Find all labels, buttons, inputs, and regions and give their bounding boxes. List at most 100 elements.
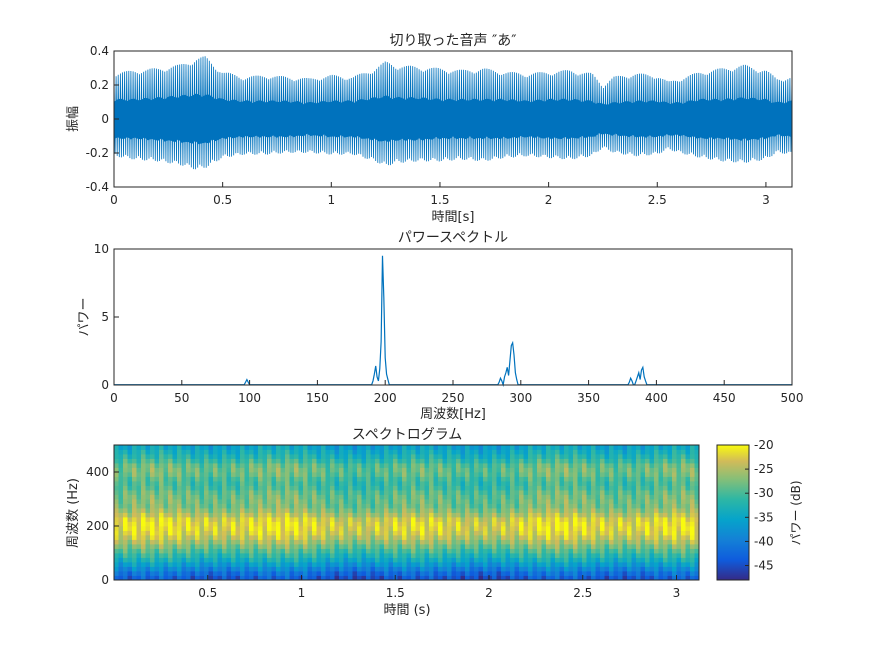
spectrogram-cell [591,485,596,491]
spectrogram-cell [177,445,182,450]
spectrogram-cell [352,463,358,468]
spectrogram-cell [645,481,650,486]
spectrogram-cell [285,481,290,486]
spectrogram-cell [222,499,227,504]
spectrogram-cell [190,481,196,486]
spectrogram-cell [141,449,146,455]
spectrogram-cell [429,548,434,554]
spectrogram-cell [622,458,628,464]
spectrogram-cell [276,485,281,491]
spectrogram-cell [609,494,614,500]
spectrogram-cell [307,503,313,509]
spectrogram-cell [460,517,466,522]
spectrogram-cell [415,490,421,495]
spectrogram-cell [294,449,299,455]
spectrogram-cell [690,562,695,567]
spectrogram-cell [433,458,439,464]
spectrogram-cell [496,526,502,531]
spectrogram-cell [388,472,394,477]
spectrogram-cell [514,521,520,527]
spectrogram-cell [631,539,637,545]
spectrogram-cell [361,544,367,549]
spectrum-plot-area [114,255,792,388]
spectrogram-cell [204,562,209,567]
spectrogram-cell [379,490,385,495]
spectrogram-cell [114,544,119,549]
spectrogram-cell [640,517,646,522]
spectrogram-cell [487,512,493,518]
spectrogram-cell [244,481,250,486]
spectrogram-cell [573,503,578,509]
spectrogram-cell [627,530,632,536]
spectrogram-cell [303,517,308,522]
spectrogram-cell [577,553,583,558]
spectrogram-cell [294,494,299,500]
spectrogram-cell [456,472,461,477]
spectrogram-cell [289,530,295,536]
spectrogram-cell [370,508,376,513]
spectrogram-cell [451,472,457,477]
spectrogram-cell [384,454,389,459]
spectrogram-cell [555,517,560,522]
spectrogram-cell [523,445,529,450]
spectrogram-cell [352,503,358,509]
spectrogram-cell [154,499,160,504]
spectrogram-cell [199,575,205,581]
spectrogram-cell [406,476,412,482]
spectrogram-cell [231,530,236,536]
spectrogram-cell [271,445,277,450]
spectrogram-cell [474,539,479,545]
spectrogram-cell [568,508,574,513]
spectrogram-cell [150,566,155,572]
spectrogram-cell [654,499,659,504]
spectrogram-cell [343,539,349,545]
spectrogram-cell [433,548,439,554]
spectrogram-cell [190,494,196,500]
spectrogram-cell [132,472,137,477]
spectrogram-cell [249,566,254,572]
spectrogram-cell [690,485,695,491]
spectrogram-cell [141,539,146,545]
spectrogram-cell [145,521,151,527]
spectrogram-cell [604,535,610,540]
spectrogram-cell [262,521,268,527]
spectrogram-cell [478,508,484,513]
spectrogram-cell [528,508,533,513]
spectrogram-cell [388,557,394,563]
spectrogram-cell [136,467,142,473]
spectrogram-cell [123,517,128,522]
spectrogram-cell [528,445,533,450]
spectrogram-cell [352,539,358,545]
spectrogram-cell [478,566,484,572]
spectrogram-cell [339,530,344,536]
spectrogram-cell [519,481,524,486]
spectrogram-cell [154,562,160,567]
spectrogram-cell [492,499,497,504]
spectrogram-cell [591,490,596,495]
spectrogram-cell [177,454,182,459]
spectrogram-cell [348,562,353,567]
spectrogram-cell [289,494,295,500]
spectrogram-cell [564,526,569,531]
spectrogram-cell [424,539,430,545]
spectrogram-cell [627,503,632,509]
spectrogram-cell [357,553,362,558]
spectrogram-cell [294,490,299,495]
spectrogram-cell [442,485,448,491]
spectrogram-cell [163,562,169,567]
spectrogram-cell [456,535,461,540]
spectrogram-cell [591,458,596,464]
spectrogram-cell [433,485,439,491]
spectrogram-cell [172,544,178,549]
spectrogram-cell [469,539,475,545]
spectrogram-cell [487,517,493,522]
spectrogram-cell [447,562,452,567]
spectrogram-cell [465,575,470,581]
spectrogram-cell [289,571,295,576]
spectrogram-cell [537,562,542,567]
spectrogram-cell [352,512,358,518]
spectrogram-cell [465,445,470,450]
spectrogram-cell [586,548,592,554]
spectrogram-cell [334,476,340,482]
spectrogram-cell [388,512,394,518]
